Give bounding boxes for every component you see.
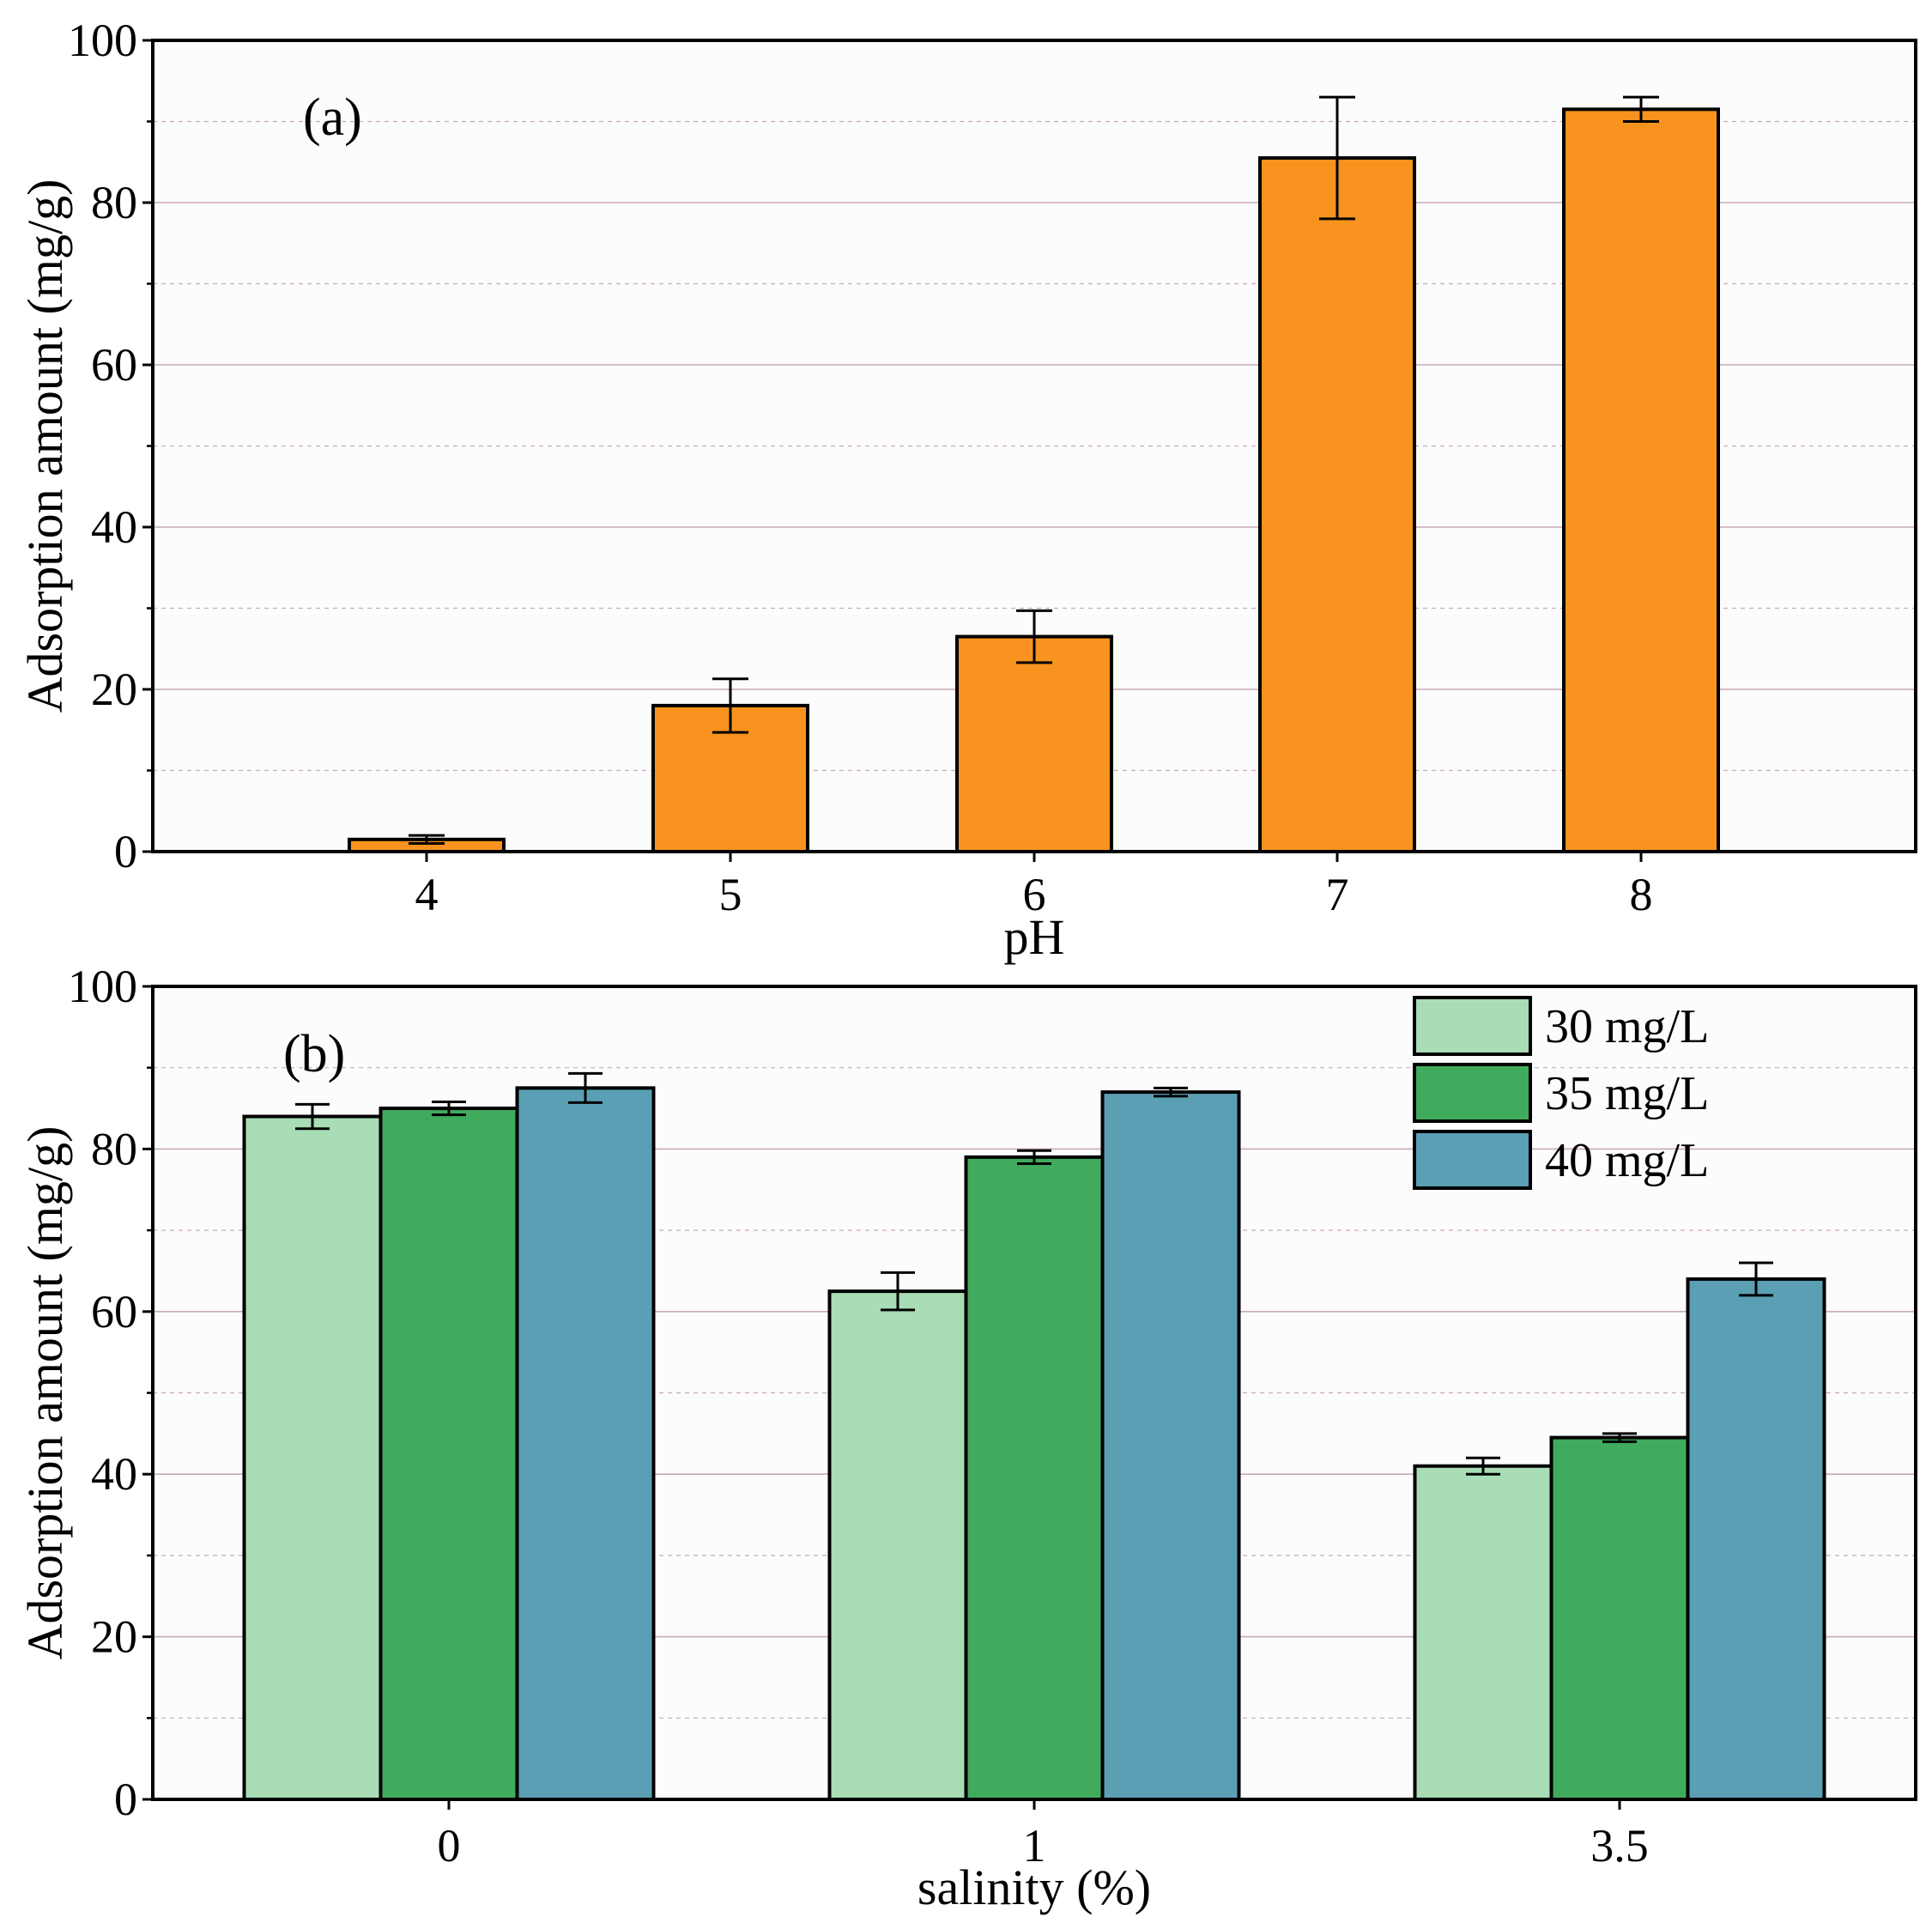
error-bar-salinity-3.5-40-mg-l xyxy=(1739,1261,1773,1297)
panel-a-y-tick-label: 40 xyxy=(91,501,137,553)
x-tick-label-salinity: 3.5 xyxy=(1590,1820,1649,1871)
error-bar-ph-5 xyxy=(712,677,748,734)
panel-b-legend: 30 mg/L 35 mg/L 40 mg/L xyxy=(1413,996,1709,1190)
panel-b-axes-frame xyxy=(151,985,1917,1801)
error-bar-ph-4 xyxy=(409,834,445,846)
x-tick-label-salinity: 0 xyxy=(438,1820,461,1871)
bar-salinity-1-35-mg-l xyxy=(964,1155,1105,1801)
x-tick-label-ph-7: 7 xyxy=(1326,869,1349,920)
panel-a-y-tick-label: 80 xyxy=(91,177,137,228)
error-bar-salinity-0-40-mg-l xyxy=(568,1071,603,1104)
panel-b-y-axis-label: Adsorption amount (mg/g) xyxy=(17,1126,73,1660)
panel-b-y-tick-label: 60 xyxy=(91,1286,137,1338)
panel-b-y-tick-label: 0 xyxy=(114,1774,137,1825)
bar-ph-7 xyxy=(1258,156,1416,853)
error-bar-salinity-1-40-mg-l xyxy=(1154,1086,1188,1098)
panel-a-label: (a) xyxy=(303,88,362,147)
bar-salinity-3.5-35-mg-l xyxy=(1549,1435,1690,1801)
panel-b-x-axis-label: salinity (%) xyxy=(918,1859,1151,1915)
legend-swatch xyxy=(1413,1063,1532,1123)
bar-salinity-3.5-40-mg-l xyxy=(1686,1277,1826,1802)
panel-b-y-tick-label: 100 xyxy=(68,961,137,1012)
legend-label: 35 mg/L xyxy=(1545,1067,1709,1120)
bar-salinity-1-40-mg-l xyxy=(1100,1090,1241,1801)
panel-b-label: (b) xyxy=(283,1025,345,1083)
error-bar-ph-7 xyxy=(1319,95,1355,221)
error-bar-salinity-0-35-mg-l xyxy=(432,1100,466,1117)
panel-a-axes-frame xyxy=(151,39,1917,853)
legend-label: 30 mg/L xyxy=(1545,1000,1709,1053)
x-tick-label-ph-4: 4 xyxy=(415,869,439,920)
error-bar-salinity-3.5-30-mg-l xyxy=(1466,1456,1500,1476)
panel-b-y-tick-label: 80 xyxy=(91,1123,137,1174)
x-tick-label-salinity: 1 xyxy=(1023,1820,1046,1871)
bar-salinity-0-35-mg-l xyxy=(379,1107,519,1802)
panel-b-y-tick-label: 20 xyxy=(91,1611,137,1663)
bar-salinity-0-40-mg-l xyxy=(515,1086,656,1801)
legend-swatch xyxy=(1413,996,1532,1056)
bar-salinity-0-30-mg-l xyxy=(242,1114,383,1801)
panel-a-ph-chart: 0 20 40 60 80 100 4 5 6 7 8 pH Adsorption amount (mg… xyxy=(17,15,1917,965)
bar-ph-6 xyxy=(955,634,1113,854)
panel-a-y-tick-label: 20 xyxy=(91,664,137,715)
error-bar-salinity-1-35-mg-l xyxy=(1017,1149,1051,1165)
error-bar-salinity-0-30-mg-l xyxy=(295,1102,330,1131)
error-bar-ph-8 xyxy=(1623,95,1659,123)
legend-swatch xyxy=(1413,1130,1532,1190)
x-tick-label-ph-5: 5 xyxy=(719,869,742,920)
panel-b-salinity-chart: 0 20 40 60 80 100 0 1 3.5 salinity (%) Adsorption … xyxy=(17,961,1917,1915)
panel-a-y-tick-label: 100 xyxy=(68,15,137,66)
bar-salinity-3.5-30-mg-l xyxy=(1413,1464,1553,1801)
panel-a-y-tick-label: 0 xyxy=(114,826,137,877)
bar-ph-8 xyxy=(1562,107,1720,853)
x-tick-label-ph-8: 8 xyxy=(1630,869,1653,920)
bar-salinity-1-30-mg-l xyxy=(827,1289,968,1801)
panel-b-y-tick-label: 40 xyxy=(91,1448,137,1500)
panel-a-x-axis-label: pH xyxy=(1004,909,1065,965)
error-bar-salinity-3.5-35-mg-l xyxy=(1602,1432,1637,1443)
x-tick-label-ph-6: 6 xyxy=(1023,869,1046,920)
panel-a-y-tick-label: 60 xyxy=(91,339,137,391)
error-bar-salinity-1-30-mg-l xyxy=(881,1271,915,1312)
panel-a-y-axis-label: Adsorption amount (mg/g) xyxy=(17,179,73,713)
error-bar-ph-6 xyxy=(1016,609,1052,664)
legend-label: 40 mg/L xyxy=(1545,1134,1709,1187)
